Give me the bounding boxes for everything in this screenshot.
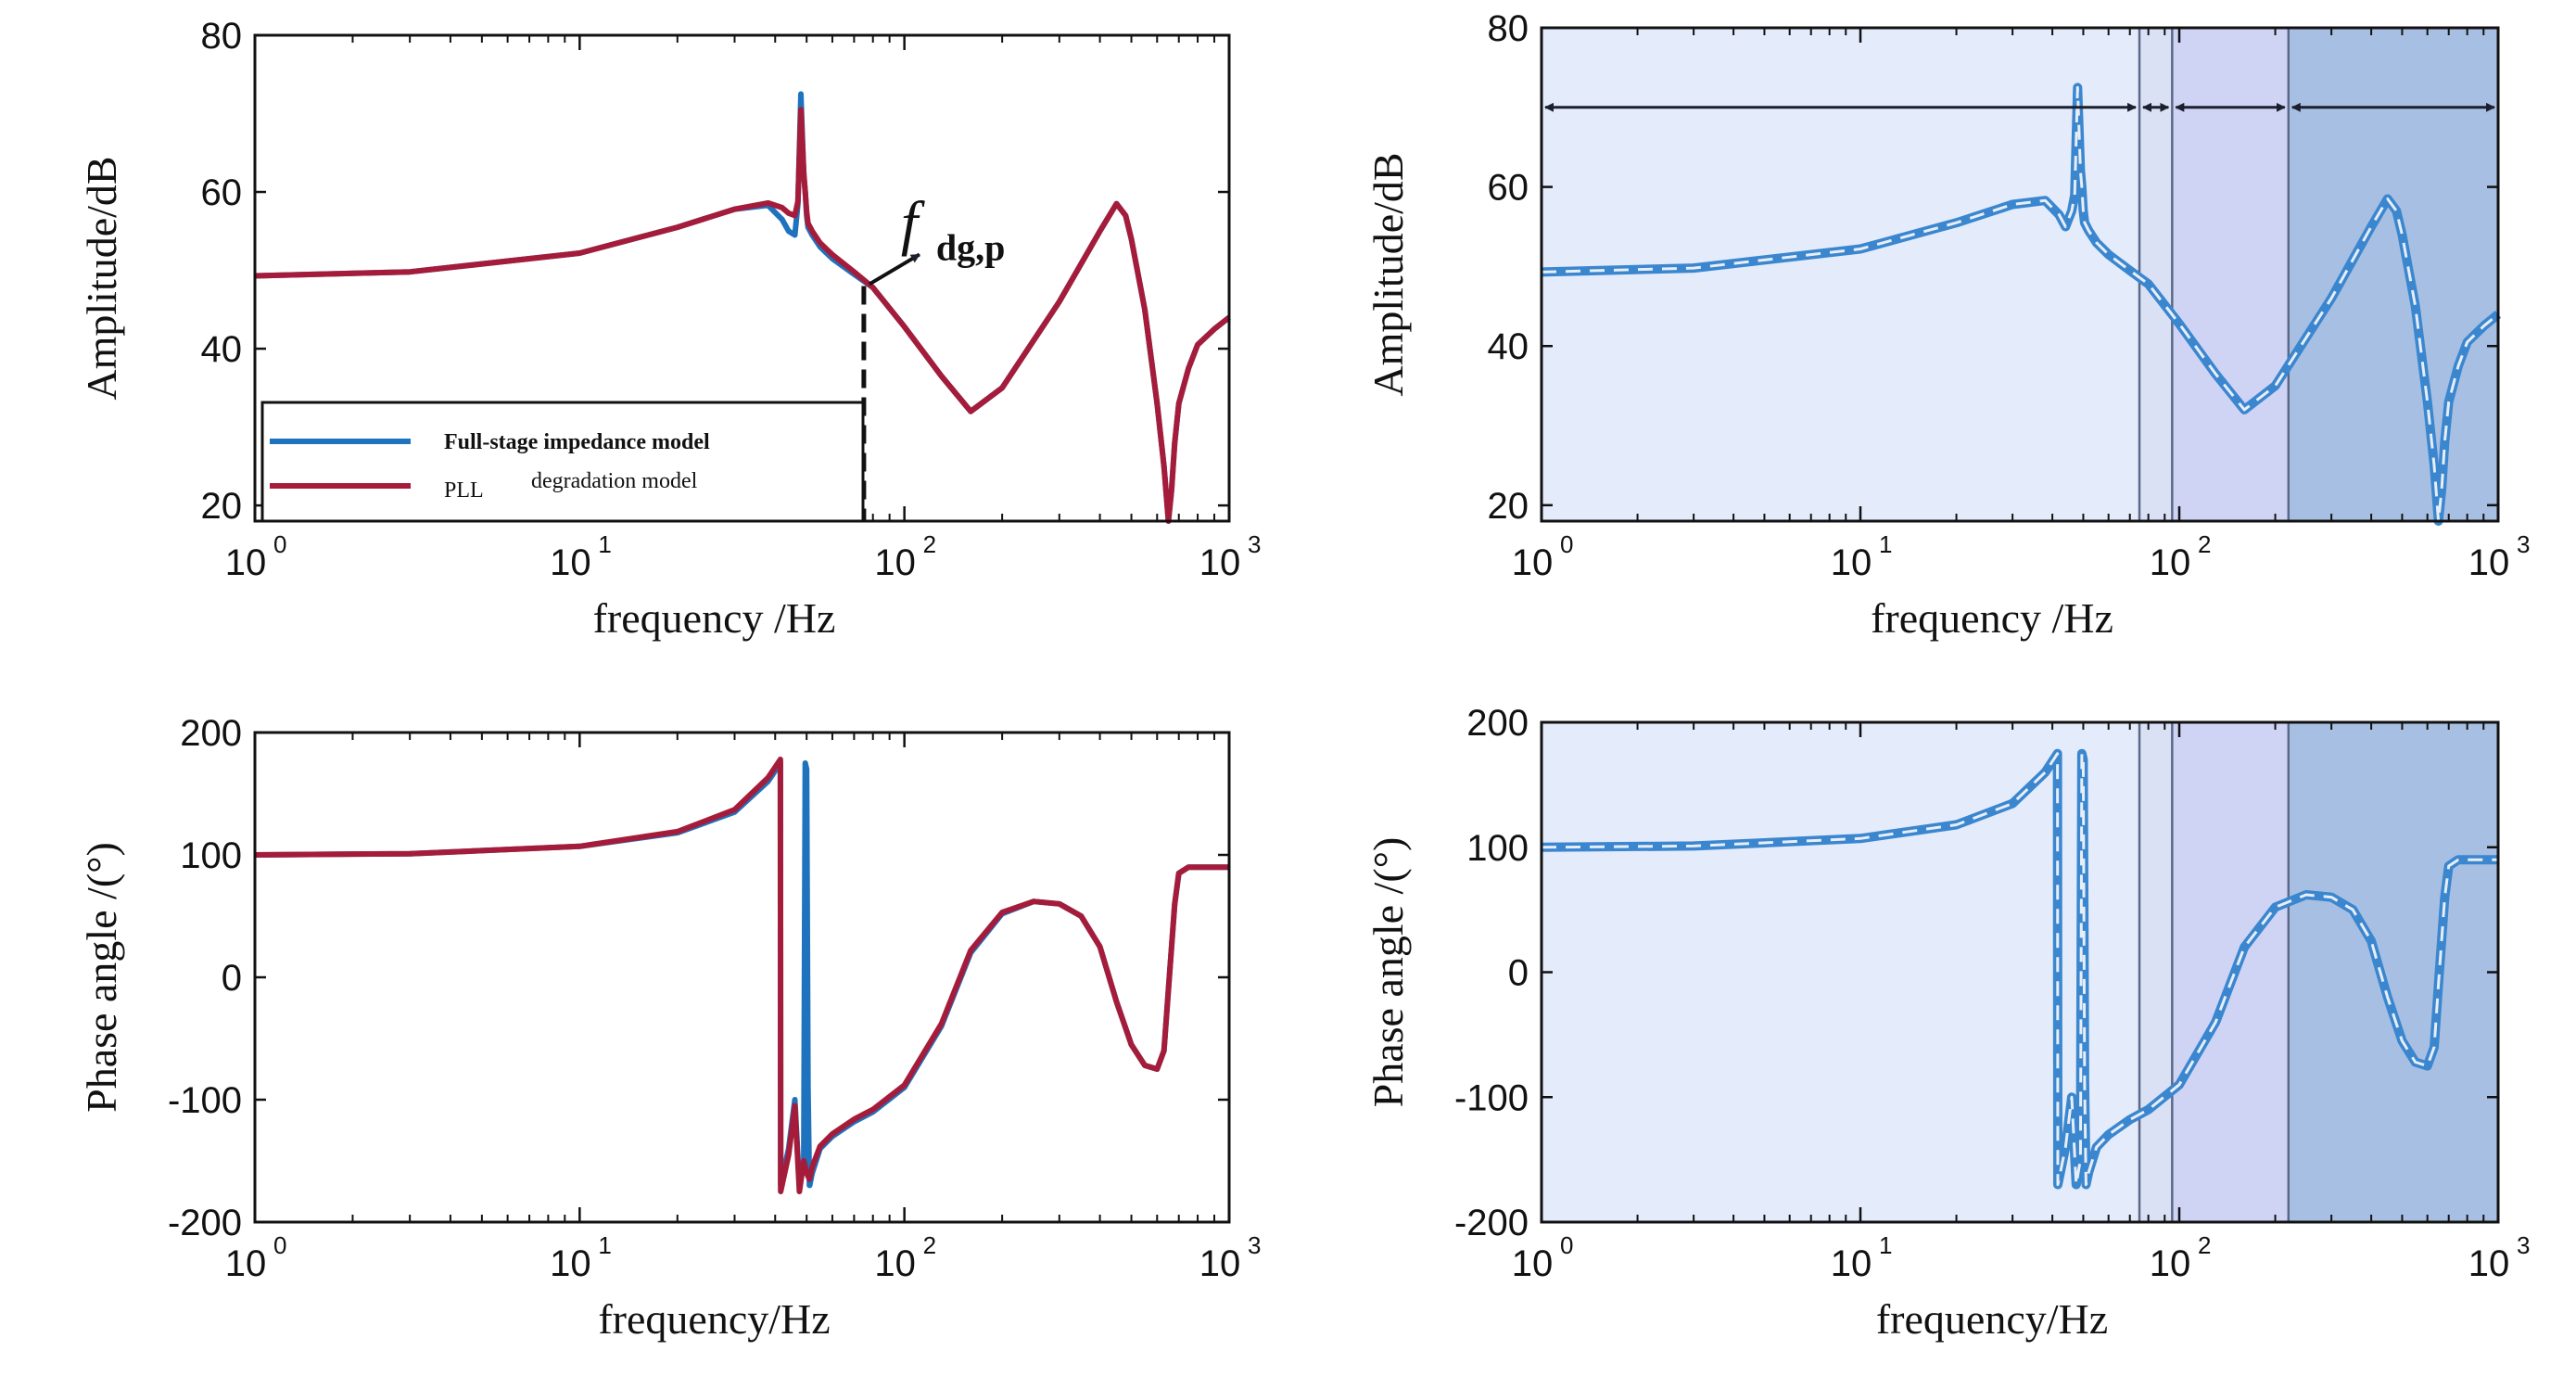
fitted-curve-dash [1541, 85, 2499, 523]
pll-degradation-curve [254, 757, 1229, 1194]
x-tick-exponent: 0 [1560, 530, 1573, 558]
x-tick-label: 10 [550, 542, 591, 583]
fitted-curve-dash [1541, 752, 2498, 1187]
legend-label-2: degradation model [531, 469, 698, 493]
x-tick-label: 10 [1831, 1243, 1872, 1284]
y-tick-label: 100 [1466, 828, 1529, 869]
y-tick-label: 0 [222, 958, 242, 999]
amplitude-right-axes-frame [1540, 26, 2500, 523]
y-tick-label: 0 [1508, 953, 1529, 994]
x-tick-label: 10 [225, 542, 267, 583]
band-4 [2288, 28, 2498, 521]
amplitude-left-x-label: frequency /Hz [593, 594, 836, 642]
pll-degradation-curve [254, 107, 1231, 524]
x-tick-exponent: 0 [273, 1231, 286, 1259]
x-tick-exponent: 2 [2198, 1231, 2211, 1259]
x-tick-label: 10 [1512, 542, 1554, 583]
legend-box [260, 401, 865, 523]
legend-label-1: Full-stage impedance model [444, 430, 710, 454]
phase-right-axes-frame [1540, 720, 2500, 1224]
x-tick-label: 10 [1512, 1243, 1554, 1284]
amplitude-right-bands [1542, 28, 2498, 521]
x-tick-exponent: 0 [273, 530, 286, 558]
band-3 [2172, 28, 2289, 521]
band-1 [1542, 28, 2140, 521]
y-tick-label: 200 [180, 713, 242, 754]
x-tick-exponent: 2 [2198, 530, 2211, 558]
x-tick-label: 10 [1831, 542, 1872, 583]
y-tick-label: 20 [201, 486, 243, 527]
amplitude-right-y-label: Amplitude/dB [1364, 152, 1412, 396]
phase-left-axes-frame [253, 731, 1231, 1224]
y-tick-label: 40 [201, 329, 243, 370]
y-tick-label: -100 [1454, 1077, 1529, 1118]
x-tick-exponent: 2 [923, 1231, 936, 1259]
phase-left-series [254, 757, 1229, 1194]
phase-right-series [1541, 748, 2498, 1190]
band-1 [1542, 722, 2140, 1222]
amplitude-left-series [254, 91, 1231, 524]
x-tick-exponent: 3 [1248, 1231, 1261, 1259]
y-tick-label: -100 [168, 1080, 242, 1121]
x-tick-label: 10 [1199, 1243, 1241, 1284]
legend-prefix: PLL [444, 478, 484, 503]
y-tick-label: 60 [1488, 168, 1529, 209]
full-stage-curve [254, 760, 1229, 1189]
amplitude-left-legend: Full-stage impedance model PLL degradation… [260, 401, 865, 523]
x-tick-label: 10 [2150, 1243, 2191, 1284]
y-tick-label: 60 [201, 172, 243, 213]
amplitude-left-annotations: f dg,p [861, 189, 1006, 521]
band-2 [2139, 722, 2173, 1222]
x-tick-label: 10 [550, 1243, 591, 1284]
y-tick-label: 100 [180, 835, 242, 876]
y-tick-label: -200 [168, 1203, 242, 1243]
y-tick-label: 80 [1488, 8, 1529, 49]
x-tick-exponent: 3 [2517, 1231, 2530, 1259]
band-2 [2139, 28, 2173, 521]
phase-right-bands [1542, 722, 2498, 1222]
y-tick-label: -200 [1454, 1203, 1529, 1243]
y-tick-label: 80 [201, 16, 243, 57]
x-tick-label: 10 [874, 542, 916, 583]
x-tick-label: 10 [1199, 542, 1241, 583]
amplitude-right-x-label: frequency /Hz [1871, 594, 2113, 642]
x-tick-label: 10 [225, 1243, 267, 1284]
amplitude-right-series [1541, 83, 2502, 526]
amplitude-left-y-label: Amplitude/dB [78, 156, 125, 400]
x-tick-label: 10 [2468, 1243, 2510, 1284]
fdg-label-main: f [901, 189, 925, 257]
fdg-label-subscript: dg,p [936, 226, 1006, 268]
x-tick-exponent: 3 [1248, 530, 1261, 558]
x-tick-label: 10 [874, 1243, 916, 1284]
phase-right-y-label: Phase angle /(°) [1364, 837, 1412, 1108]
x-tick-exponent: 1 [598, 530, 611, 558]
x-tick-exponent: 0 [1560, 1231, 1573, 1259]
phase-left-x-label: frequency/Hz [598, 1295, 830, 1343]
x-tick-exponent: 2 [923, 530, 936, 558]
x-tick-exponent: 1 [1879, 1231, 1892, 1259]
x-tick-label: 10 [2150, 542, 2191, 583]
band-4 [2288, 722, 2498, 1222]
x-tick-label: 10 [2468, 542, 2510, 583]
fdg-arrow [868, 252, 920, 287]
y-tick-label: 20 [1488, 486, 1529, 527]
y-tick-label: 200 [1466, 703, 1529, 744]
x-tick-exponent: 3 [2517, 530, 2530, 558]
x-tick-exponent: 1 [598, 1231, 611, 1259]
y-tick-label: 40 [1488, 326, 1529, 367]
phase-right-x-label: frequency/Hz [1876, 1295, 2108, 1343]
phase-left-y-label: Phase angle /(°) [78, 842, 125, 1113]
x-tick-exponent: 1 [1879, 530, 1892, 558]
